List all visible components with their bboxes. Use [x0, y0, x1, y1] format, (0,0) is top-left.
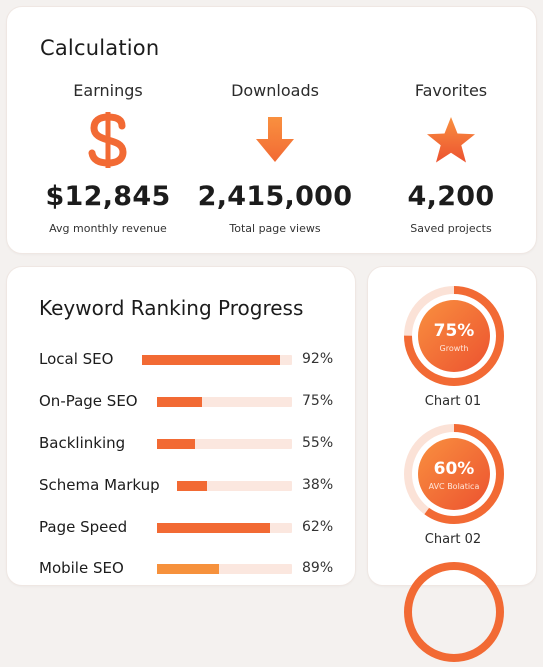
keyword-row-on-page-seo: On-Page SEO 75%	[39, 390, 349, 414]
keyword-progress-bar	[157, 397, 292, 407]
chart-label: Chart 01	[424, 394, 482, 409]
keyword-percent: 55%	[302, 435, 334, 451]
donut-chart-02: 60% AVC Bolatica	[403, 423, 505, 525]
keyword-label: Backlinking	[39, 434, 126, 452]
donut-chart-01-graphic	[404, 286, 504, 386]
keyword-progress-fill	[157, 523, 271, 533]
arrow-down-icon	[185, 109, 365, 171]
stat-label: Favorites	[414, 81, 488, 100]
keyword-progress-bar	[157, 439, 292, 449]
donut-sublabel: Growth	[439, 344, 469, 353]
keyword-progress-fill	[142, 355, 280, 365]
donut-sublabel: AVC Bolatica	[428, 482, 480, 491]
keyword-label: On-Page SEO	[39, 392, 138, 410]
stat-subtext: Saved projects	[410, 222, 492, 235]
keyword-row-backlinking: Backlinking 55%	[39, 432, 349, 456]
keyword-progress-bar	[142, 355, 292, 365]
keyword-label: Mobile SEO	[39, 559, 124, 577]
keyword-label: Schema Markup	[39, 476, 160, 494]
stat-label: Earnings	[73, 81, 143, 100]
donut-chart-03-partial	[403, 561, 505, 663]
keyword-label: Local SEO	[39, 350, 114, 368]
keyword-ranking-title: Keyword Ranking Progress	[39, 296, 304, 320]
keyword-progress-fill	[157, 397, 202, 407]
calculation-title: Calculation	[40, 36, 160, 60]
donut-center	[418, 438, 490, 510]
keyword-progress-bar	[177, 481, 292, 491]
keyword-row-schema-markup: Schema Markup 38%	[39, 474, 349, 498]
donut-arc	[404, 286, 504, 386]
stat-value: $12,845	[45, 181, 171, 212]
star-icon	[361, 109, 541, 171]
stat-value: 4,200	[407, 181, 495, 212]
keyword-progress-fill	[177, 481, 207, 491]
keyword-percent: 75%	[302, 393, 334, 409]
donut-chart-02-graphic	[404, 424, 504, 524]
keyword-row-mobile-seo: Mobile SEO 89%	[39, 557, 349, 581]
stat-subtext: Avg monthly revenue	[49, 222, 167, 235]
donut-chart-03-graphic	[404, 562, 504, 662]
stat-value: 2,415,000	[197, 181, 353, 212]
keyword-percent: 62%	[302, 519, 334, 535]
keyword-row-local-seo: Local SEO 92%	[39, 348, 349, 372]
keyword-progress-fill	[157, 564, 220, 574]
keyword-percent: 38%	[302, 477, 334, 493]
chart-label: Chart 02	[424, 532, 482, 547]
keyword-percent: 92%	[302, 351, 334, 367]
keyword-percent: 89%	[302, 560, 334, 576]
stat-earnings: Earnings $12,845 Avg monthly revenue	[18, 81, 198, 235]
donut-percent: 75%	[433, 321, 475, 341]
keyword-progress-bar	[157, 523, 292, 533]
stat-favorites: Favorites 4,200 Saved projects	[361, 81, 541, 235]
dollar-icon	[18, 109, 198, 171]
donut-arc	[404, 424, 504, 524]
donut-center	[418, 300, 490, 372]
keyword-progress-bar	[157, 564, 292, 574]
keyword-ranking-card: Keyword Ranking Progress Local SEO 92% O…	[6, 266, 356, 586]
donut-percent: 60%	[433, 459, 475, 479]
calculation-card: Calculation Earnings $12,845 Avg monthly…	[6, 6, 537, 254]
donut-arc	[404, 562, 504, 662]
stat-label: Downloads	[231, 81, 319, 100]
stat-downloads: Downloads 2,415,000 Total page views	[185, 81, 365, 235]
keyword-row-page-speed: Page Speed 62%	[39, 516, 349, 540]
charts-card: 75% Growth Chart 01 60% AVC Bolatica Cha…	[367, 266, 537, 662]
keyword-label: Page Speed	[39, 518, 128, 536]
stat-subtext: Total page views	[229, 222, 321, 235]
donut-chart-01: 75% Growth	[403, 285, 505, 387]
keyword-progress-fill	[157, 439, 195, 449]
